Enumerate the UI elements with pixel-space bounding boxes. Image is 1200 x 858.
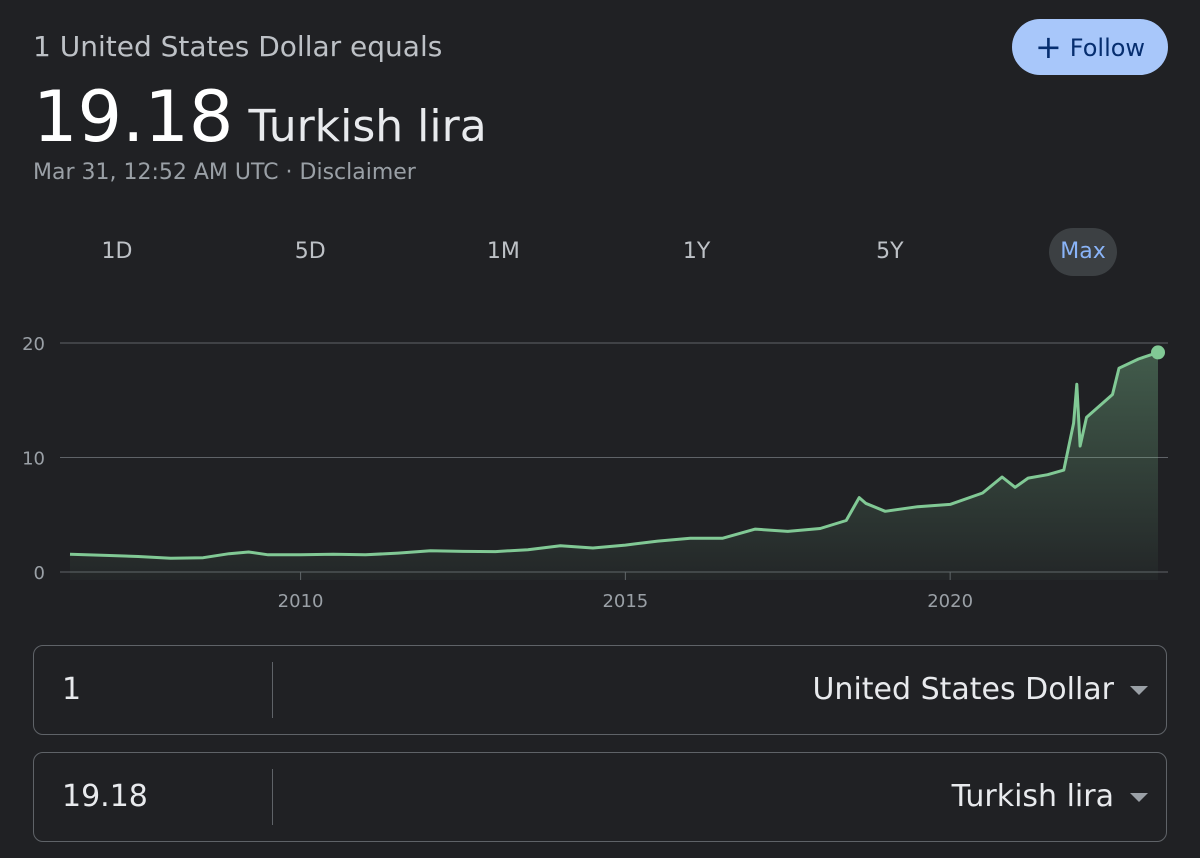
amount[interactable]: 1 [62,672,82,707]
y-tick-label: 10 [22,449,45,470]
x-tick-label: 2020 [927,591,973,612]
area [70,352,1158,580]
follow-label: Follow [1069,34,1146,62]
y-tick-label: 0 [34,563,45,584]
chart: 0 10 20 2010 2015 2020 [22,334,1168,612]
rate-line: 19.18 Turkish lira [33,76,487,158]
last-point [1151,345,1165,360]
range-tab[interactable]: 5D [294,239,326,264]
rate: 19.18 [33,76,234,158]
range-tab[interactable]: 5Y [876,239,904,264]
follow-button[interactable]: + Follow [1012,19,1168,75]
converter-to[interactable]: 19.18 Turkish lira [33,752,1167,842]
x-tick-label: 2010 [278,591,324,612]
disclaimer[interactable]: Disclaimer [299,160,416,185]
currency-select[interactable]: Turkish lira [951,779,1114,814]
currency-select[interactable]: United States Dollar [812,672,1114,707]
range-tab[interactable]: 1M [486,239,520,264]
meta: Mar 31, 12:52 AM UTC · Disclaimer [33,160,416,185]
range-tab[interactable]: 1D [101,239,133,264]
range-tab[interactable]: 1Y [682,239,711,264]
subtitle: 1 United States Dollar equals [33,30,443,63]
separator: · [285,160,293,185]
converter-from[interactable]: 1 United States Dollar [33,645,1167,735]
range-tab[interactable]: Max [1049,228,1117,276]
amount[interactable]: 19.18 [62,779,148,814]
y-tick-label: 20 [22,334,45,355]
timestamp: Mar 31, 12:52 AM UTC [33,160,279,185]
currency: Turkish lira [248,101,487,152]
x-tick-label: 2015 [602,591,648,612]
line [69,350,1159,560]
